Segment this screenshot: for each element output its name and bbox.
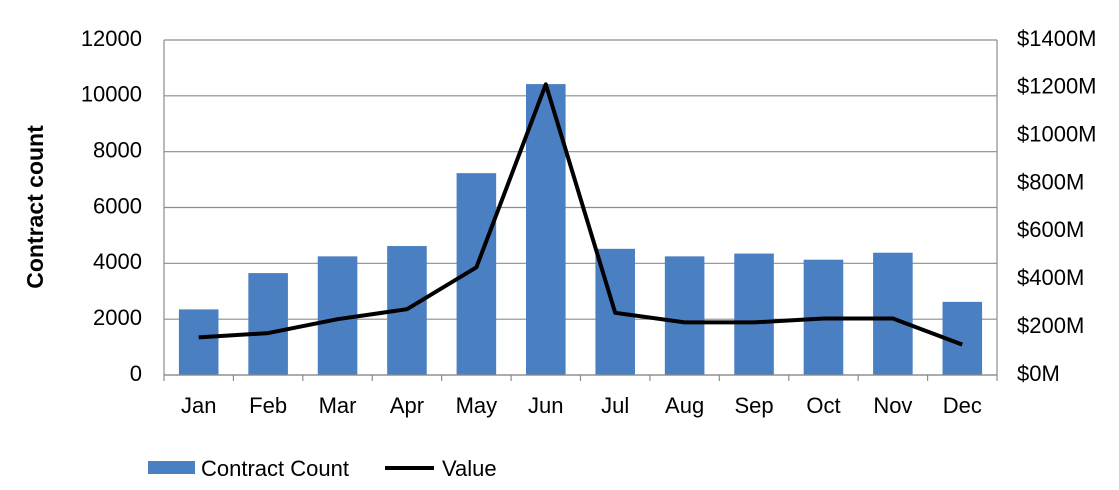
legend-swatch-contract-count bbox=[148, 461, 195, 474]
x-tick-label: Dec bbox=[943, 393, 982, 418]
y-tick-label: 4000 bbox=[93, 249, 142, 274]
x-tick-label: Jun bbox=[528, 393, 563, 418]
bar-aug bbox=[664, 256, 705, 375]
x-tick-label: Jan bbox=[181, 393, 216, 418]
x-axis-tick-labels: Jan Feb Mar Apr May Jun Jul Aug Sep Oct Nov Dec bbox=[181, 393, 982, 418]
legend-label-value: Value bbox=[442, 456, 497, 481]
y2-tick-label: $0M bbox=[1017, 361, 1060, 386]
axis-frame bbox=[163, 40, 998, 381]
y-tick-label: 6000 bbox=[93, 193, 142, 218]
x-tick-label: Feb bbox=[249, 393, 287, 418]
bar-nov bbox=[873, 252, 913, 375]
x-tick-label: Aug bbox=[665, 393, 704, 418]
bar-series-contract-count bbox=[178, 84, 983, 375]
y2-tick-label: $400M bbox=[1017, 265, 1084, 290]
y2-tick-label: $1000M bbox=[1017, 122, 1097, 147]
y-axis-left-tick-labels: 0 2000 4000 6000 8000 10000 12000 bbox=[81, 26, 142, 386]
y2-tick-label: $200M bbox=[1017, 313, 1084, 338]
y2-tick-label: $800M bbox=[1017, 169, 1084, 194]
y2-tick-label: $1200M bbox=[1017, 74, 1097, 99]
y2-tick-label: $600M bbox=[1017, 217, 1084, 242]
legend: Contract Count Value bbox=[148, 456, 497, 481]
x-tick-label: Jul bbox=[601, 393, 629, 418]
y-tick-label: 10000 bbox=[81, 82, 142, 107]
x-tick-label: Oct bbox=[806, 393, 840, 418]
legend-label-contract-count: Contract Count bbox=[201, 456, 349, 481]
x-tick-label: May bbox=[456, 393, 498, 418]
line-series-value bbox=[198, 82, 964, 347]
x-tick-label: Sep bbox=[734, 393, 773, 418]
y-tick-label: 8000 bbox=[93, 137, 142, 162]
bar-jan bbox=[178, 309, 219, 375]
y-axis-right-tick-labels: $0M $200M $400M $600M $800M $1000M $1200M $1400… bbox=[1017, 26, 1097, 386]
y2-tick-label: $1400M bbox=[1017, 26, 1097, 51]
bar-feb bbox=[248, 273, 288, 375]
bar-sep bbox=[734, 253, 774, 375]
y-tick-label: 12000 bbox=[81, 26, 142, 51]
y-tick-label: 2000 bbox=[93, 305, 142, 330]
x-tick-label: Nov bbox=[873, 393, 912, 418]
x-tick-label: Apr bbox=[390, 393, 424, 418]
gridlines bbox=[164, 39, 997, 376]
y-axis-title: Contract count bbox=[22, 125, 48, 289]
x-tick-label: Mar bbox=[319, 393, 357, 418]
y-tick-label: 0 bbox=[130, 361, 142, 386]
